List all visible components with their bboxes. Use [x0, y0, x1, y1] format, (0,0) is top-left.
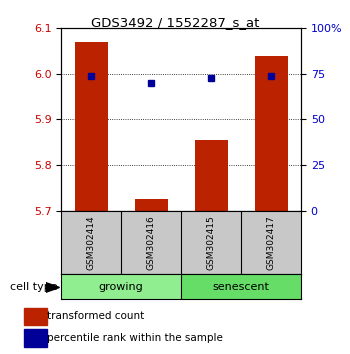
- Text: GSM302416: GSM302416: [147, 215, 156, 270]
- Text: GSM302414: GSM302414: [87, 215, 96, 270]
- Bar: [61, 274, 181, 299]
- Text: growing: growing: [99, 282, 144, 292]
- Bar: [181, 274, 301, 299]
- Text: GDS3492 / 1552287_s_at: GDS3492 / 1552287_s_at: [91, 16, 259, 29]
- Bar: [195, 140, 228, 211]
- Text: percentile rank within the sample: percentile rank within the sample: [47, 333, 223, 343]
- Text: GSM302417: GSM302417: [267, 215, 275, 270]
- Polygon shape: [46, 282, 60, 292]
- Bar: [24, 329, 47, 347]
- Bar: [75, 42, 108, 211]
- Text: cell type: cell type: [10, 282, 58, 292]
- Bar: [24, 308, 47, 325]
- Bar: [135, 199, 168, 211]
- Text: transformed count: transformed count: [47, 312, 144, 321]
- Text: GSM302415: GSM302415: [206, 215, 216, 270]
- Bar: [254, 56, 287, 211]
- Text: senescent: senescent: [213, 282, 270, 292]
